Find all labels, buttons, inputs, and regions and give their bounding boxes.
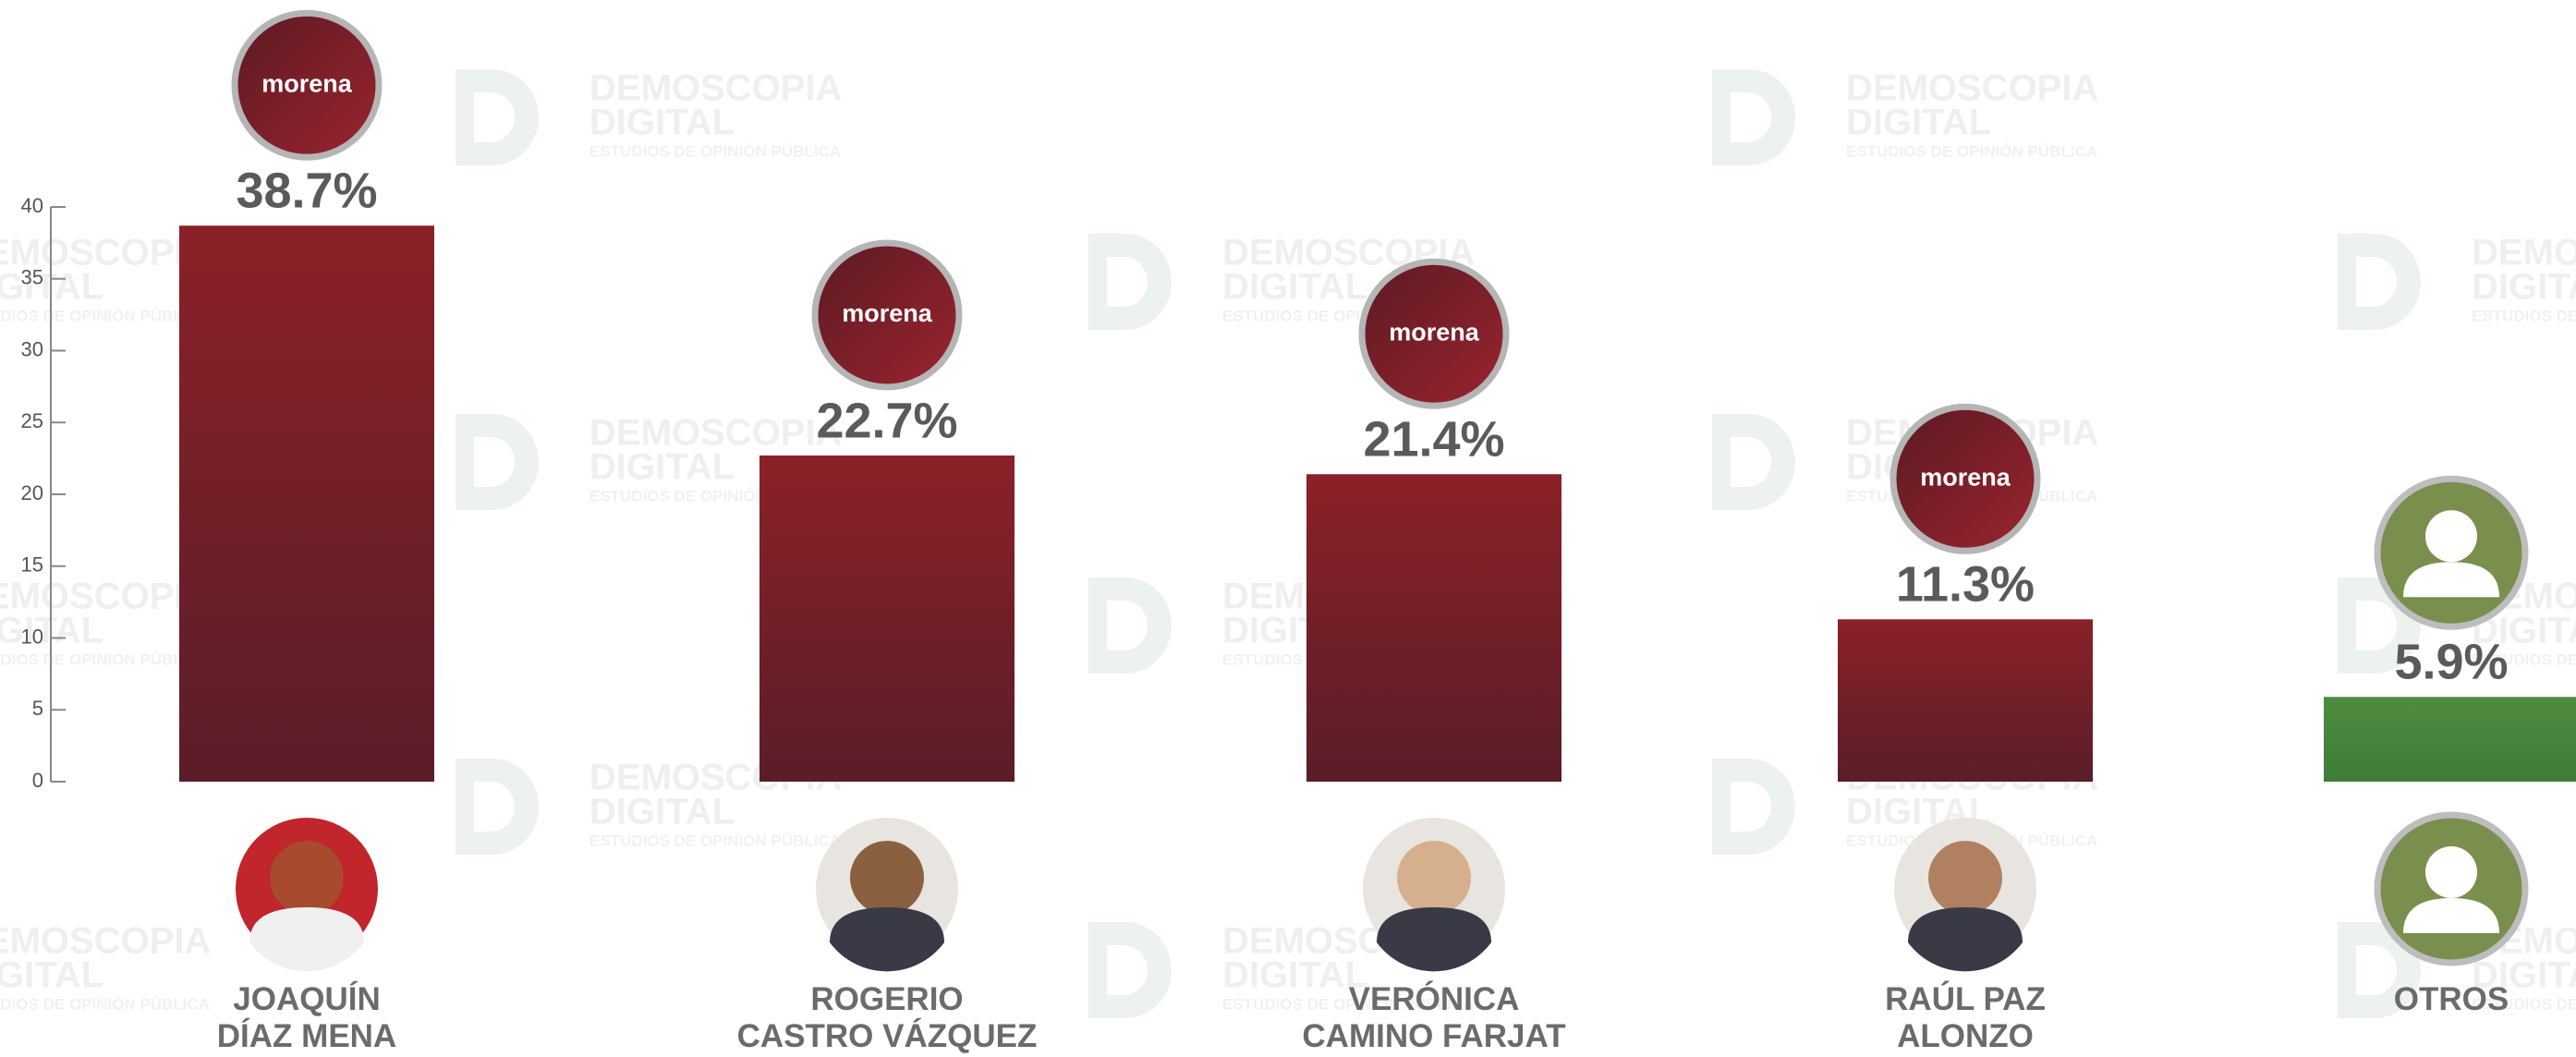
watermark-text: DIGITAL — [2472, 955, 2576, 996]
watermark-tagline: ESTUDIOS DE OPINIÓN PÚBLICA — [2472, 995, 2576, 1013]
watermark-logo — [1712, 759, 1795, 855]
y-tick-label: 35 — [21, 266, 43, 289]
party-logo — [811, 239, 963, 391]
watermark-logo — [456, 759, 539, 855]
watermark-text: DEMOSCOPIA — [0, 577, 211, 617]
watermark-tagline: ESTUDIOS DE OPINIÓN PÚBLICA — [1846, 142, 2097, 160]
y-tick-label: 30 — [21, 337, 43, 360]
party-logo — [1358, 258, 1510, 409]
watermark-text: DIGITAL — [1222, 267, 1367, 308]
watermark-text: DIGITAL — [0, 955, 103, 996]
watermark-logo — [1712, 414, 1795, 510]
y-tick-label: 5 — [32, 697, 43, 720]
value-label: 22.7% — [816, 393, 957, 448]
watermark-text: DIGITAL — [0, 267, 103, 308]
y-tick-label: 40 — [21, 194, 43, 217]
y-tick-label: 0 — [32, 769, 43, 792]
watermark-text: DEMOSCOPIA — [589, 68, 842, 109]
watermark-text: DEMOSCOPIA — [1846, 68, 2098, 109]
party-name: morena — [1389, 318, 1480, 346]
category-label: JOAQUÍN DÍAZ MENA — [216, 981, 397, 1054]
party-logo — [1889, 403, 2041, 554]
watermark-logo — [1088, 922, 1172, 1018]
party-name: morena — [1920, 463, 2011, 491]
candidate-body — [249, 907, 364, 972]
bar — [759, 456, 1015, 782]
category-label: OTROS — [2393, 981, 2509, 1017]
watermark-tagline: ESTUDIOS DE OPINIÓN PÚBLICA — [0, 995, 210, 1013]
candidate-body — [830, 907, 944, 972]
party-logo-body — [2403, 562, 2499, 598]
party-logo-head — [2425, 510, 2477, 563]
watermark-tagline: ESTUDIOS DE OPINIÓN PÚBLICA — [0, 650, 210, 668]
party-logo — [231, 9, 383, 161]
y-tick-label: 10 — [21, 625, 43, 648]
watermark-logo — [456, 414, 539, 510]
watermark-text: DIGITAL — [0, 611, 103, 651]
watermark-logo — [456, 69, 539, 165]
watermark-text: DIGITAL — [589, 103, 735, 143]
watermark-logo — [2338, 234, 2421, 330]
watermark-tagline: ESTUDIOS DE OPINIÓN PÚBLICA — [589, 142, 841, 160]
watermark-text: DIGITAL — [589, 792, 735, 832]
watermark-text: DEMOSCOPIA — [0, 233, 211, 273]
candidate-face — [270, 841, 344, 915]
watermark-text: DIGITAL — [1846, 103, 1991, 143]
y-tick-label: 25 — [21, 409, 43, 432]
candidate-body — [1377, 907, 1491, 972]
value-label: 38.7% — [236, 163, 377, 218]
watermark-tagline: ESTUDIOS DE OPINIÓN PÚBLICA — [1222, 995, 1474, 1013]
y-tick-label: 15 — [21, 553, 43, 577]
candidate-face — [850, 841, 924, 915]
watermark-tagline: ESTUDIOS DE OPINIÓN PÚBLICA — [2472, 650, 2576, 668]
bar — [179, 225, 434, 783]
watermark-tagline: ESTUDIOS DE OPINIÓN PÚBLICA — [2472, 307, 2576, 324]
watermark-text: DIGITAL — [589, 447, 735, 488]
category-label: RAÚL PAZ ALONZO — [1885, 981, 2046, 1054]
candidate-face — [1397, 841, 1471, 915]
bar — [2324, 697, 2576, 782]
watermark-text: DIGITAL — [1222, 955, 1367, 996]
bar — [1838, 619, 2093, 782]
value-label: 11.3% — [1896, 557, 2035, 613]
category-label: ROGERIO CASTRO VÁZQUEZ — [736, 981, 1038, 1054]
category-label: VERÓNICA CAMINO FARJAT — [1302, 981, 1566, 1054]
watermark-tagline: ESTUDIOS DE OPINIÓN PÚBLICA — [589, 832, 841, 849]
watermark-text: DIGITAL — [2472, 267, 2576, 308]
y-tick-label: 20 — [21, 481, 43, 504]
party-name: morena — [842, 299, 933, 327]
watermark-tagline: ESTUDIOS DE OPINIÓN PÚBLICA — [0, 307, 210, 324]
watermark-logo — [1088, 234, 1172, 330]
watermark-text: DEMOSCOPIA — [589, 413, 842, 454]
candidate-body — [1908, 907, 2023, 972]
bar — [1306, 474, 1561, 782]
watermark-text: DEMOSCOPIA — [0, 921, 211, 962]
candidate-face — [1928, 841, 2002, 915]
candidate-photo-head — [2425, 846, 2477, 898]
party-name: morena — [261, 69, 353, 97]
value-label: 21.4% — [1363, 411, 1504, 467]
value-label: 5.9% — [2394, 635, 2508, 690]
watermark-logo — [1712, 69, 1795, 165]
candidate-photo-body — [2403, 898, 2499, 933]
watermark-text: DEMOSCOPIA — [2472, 233, 2576, 273]
watermark-logo — [1088, 577, 1172, 674]
